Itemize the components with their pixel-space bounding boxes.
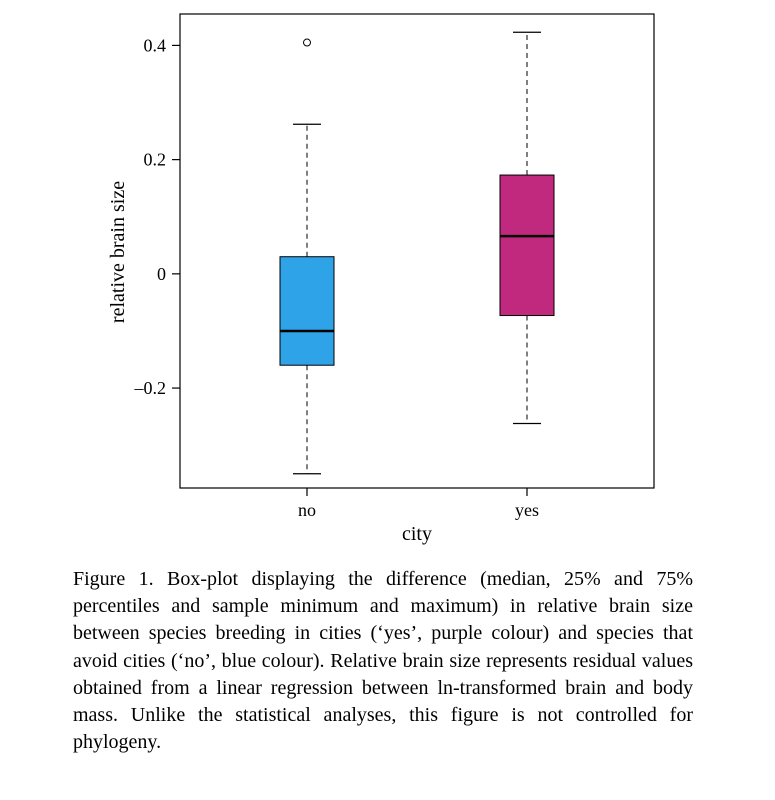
x-axis: no yes [298,488,539,520]
y-tick-label-0: 0.4 [144,35,167,55]
y-axis: 0.4 0.2 0 –0.2 [134,35,180,398]
plot-frame [179,13,655,489]
outlier-no-0 [303,38,311,47]
y-tick-label-1: 0.2 [144,150,167,170]
x-tick-label-no: no [298,500,316,520]
iqr-box-yes [499,174,555,317]
iqr-box-no [279,256,335,366]
box-plot-figure: 0.4 0.2 0 –0.2 no yes city relative brain si… [107,13,655,545]
box-no [279,38,335,475]
y-axis-label: relative brain size [107,181,129,323]
y-tick-label-2: 0 [157,264,166,284]
x-axis-label: city [402,523,432,545]
box-yes [499,31,555,425]
box-series [279,31,555,475]
figure-caption: Figure 1. Box-plot displaying the differ… [73,568,693,754]
y-tick-label-3: –0.2 [134,378,167,398]
x-tick-label-yes: yes [515,500,539,520]
